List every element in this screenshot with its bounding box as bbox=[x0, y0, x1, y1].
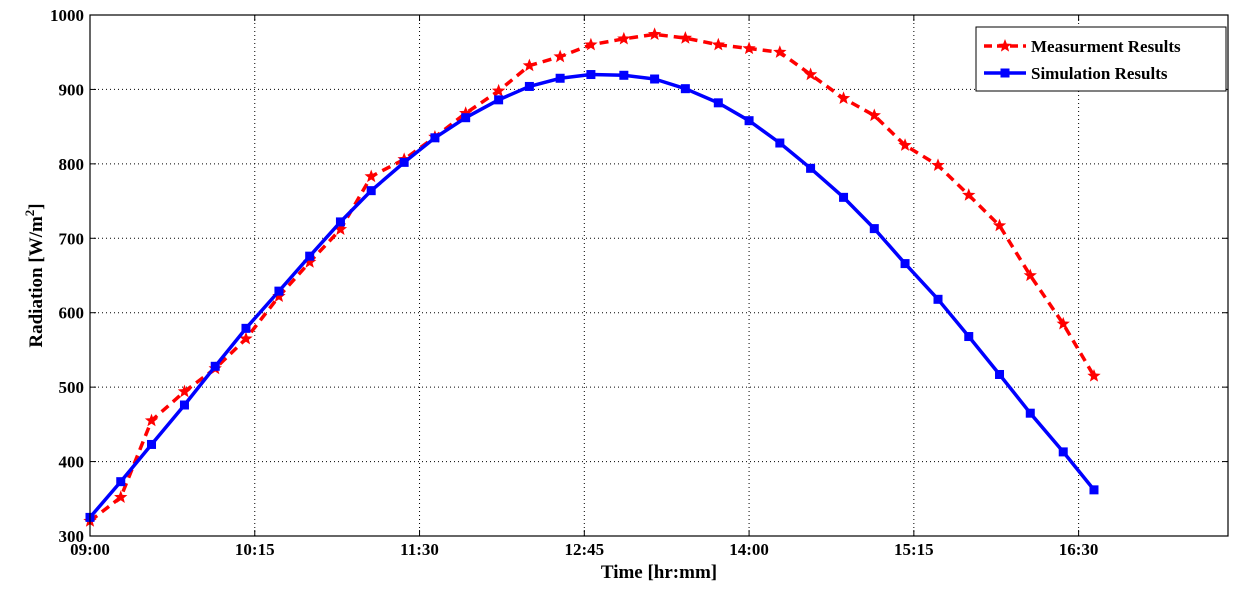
series-layer bbox=[83, 27, 1101, 527]
data-point bbox=[494, 95, 504, 105]
data-point bbox=[1089, 485, 1099, 495]
x-tick-label: 10:15 bbox=[235, 540, 275, 559]
data-point bbox=[650, 74, 660, 84]
plot-frame bbox=[89, 14, 1229, 537]
x-axis-label: Time [hr:mm] bbox=[601, 562, 717, 583]
data-point bbox=[584, 37, 598, 51]
data-point bbox=[179, 400, 189, 410]
x-tick-label: 12:45 bbox=[564, 540, 604, 559]
data-point bbox=[1058, 447, 1068, 457]
y-tick-label: 300 bbox=[59, 527, 85, 546]
y-tick-label: 800 bbox=[59, 155, 85, 174]
data-point bbox=[144, 413, 159, 427]
x-tick-label: 11:30 bbox=[400, 540, 439, 559]
data-point bbox=[366, 186, 376, 196]
data-point bbox=[773, 45, 787, 58]
data-point bbox=[114, 490, 128, 503]
data-point bbox=[364, 169, 378, 183]
legend-label: Measurment Results bbox=[1031, 37, 1181, 56]
data-point bbox=[553, 49, 567, 63]
data-point bbox=[898, 138, 912, 151]
legend-box bbox=[975, 26, 1227, 92]
data-point bbox=[461, 113, 471, 123]
data-point bbox=[399, 157, 409, 167]
data-point bbox=[744, 116, 754, 126]
x-tick-label: 14:00 bbox=[729, 540, 769, 559]
data-point bbox=[272, 289, 286, 302]
data-point bbox=[116, 477, 126, 487]
data-point bbox=[303, 255, 317, 268]
data-point bbox=[1056, 316, 1070, 330]
data-point bbox=[678, 31, 693, 44]
data-point bbox=[619, 70, 629, 80]
series-line bbox=[88, 32, 1096, 523]
data-point bbox=[177, 384, 192, 398]
y-axis-label-main: Radiation [W/m bbox=[26, 216, 47, 348]
axis-ticks: 09:00 10:15 11:30 12:45 14:00 15:15 16:30 300 40… bbox=[50, 6, 1228, 559]
data-point bbox=[524, 81, 534, 91]
data-point bbox=[459, 106, 473, 119]
data-point bbox=[964, 332, 974, 342]
legend-label: Simulation Results bbox=[1031, 64, 1168, 83]
x-tick-label: 09:00 bbox=[70, 540, 110, 559]
data-point bbox=[647, 27, 662, 41]
y-tick-label: 600 bbox=[59, 304, 85, 323]
data-point bbox=[333, 222, 348, 236]
legend-marker bbox=[998, 39, 1012, 52]
data-point bbox=[210, 361, 220, 371]
data-point bbox=[522, 58, 537, 72]
y-tick-label: 1000 bbox=[50, 6, 84, 25]
data-point bbox=[900, 259, 910, 269]
data-point bbox=[962, 188, 976, 201]
series-line bbox=[88, 72, 1096, 519]
data-point bbox=[147, 439, 157, 449]
data-point bbox=[742, 41, 756, 55]
data-point bbox=[555, 73, 565, 83]
data-point bbox=[680, 84, 690, 94]
data-point bbox=[803, 67, 818, 81]
data-point bbox=[1025, 408, 1035, 418]
data-point bbox=[995, 369, 1005, 379]
series-simulation bbox=[85, 70, 1099, 522]
data-point bbox=[586, 70, 596, 80]
data-point bbox=[775, 138, 785, 148]
data-point bbox=[617, 31, 631, 45]
data-point bbox=[869, 224, 879, 234]
data-point bbox=[713, 98, 723, 108]
data-point bbox=[241, 323, 251, 333]
data-point bbox=[305, 251, 315, 261]
y-axis-label-sup: 2 bbox=[22, 210, 37, 217]
legend-marker bbox=[1000, 68, 1010, 78]
grid-lines bbox=[90, 15, 1228, 536]
data-point bbox=[836, 91, 851, 105]
y-tick-label: 400 bbox=[59, 453, 85, 472]
y-tick-label: 900 bbox=[59, 80, 85, 99]
data-point bbox=[239, 331, 253, 345]
data-point bbox=[992, 218, 1007, 232]
x-tick-label: 16:30 bbox=[1059, 540, 1099, 559]
data-point bbox=[839, 192, 849, 202]
legend: Measurment Results Simulation Results bbox=[975, 26, 1227, 92]
data-point bbox=[491, 83, 506, 97]
data-point bbox=[806, 163, 816, 173]
data-point bbox=[430, 133, 440, 143]
x-tick-label: 15:15 bbox=[894, 540, 934, 559]
data-point bbox=[931, 158, 945, 172]
data-point bbox=[1087, 368, 1101, 382]
data-point bbox=[274, 286, 284, 296]
series-measurement bbox=[83, 27, 1101, 527]
y-tick-label: 500 bbox=[59, 378, 85, 397]
legend-item: Measurment Results bbox=[984, 37, 1181, 56]
data-point bbox=[711, 37, 725, 51]
data-point bbox=[1023, 268, 1037, 282]
data-point bbox=[933, 294, 943, 304]
y-tick-label: 700 bbox=[59, 229, 85, 248]
y-axis-label: Radiation [W/m2] bbox=[22, 203, 47, 347]
data-point bbox=[867, 108, 881, 122]
legend-item: Simulation Results bbox=[984, 64, 1168, 83]
data-point bbox=[335, 217, 345, 227]
y-axis-label-tail: ] bbox=[26, 203, 47, 209]
